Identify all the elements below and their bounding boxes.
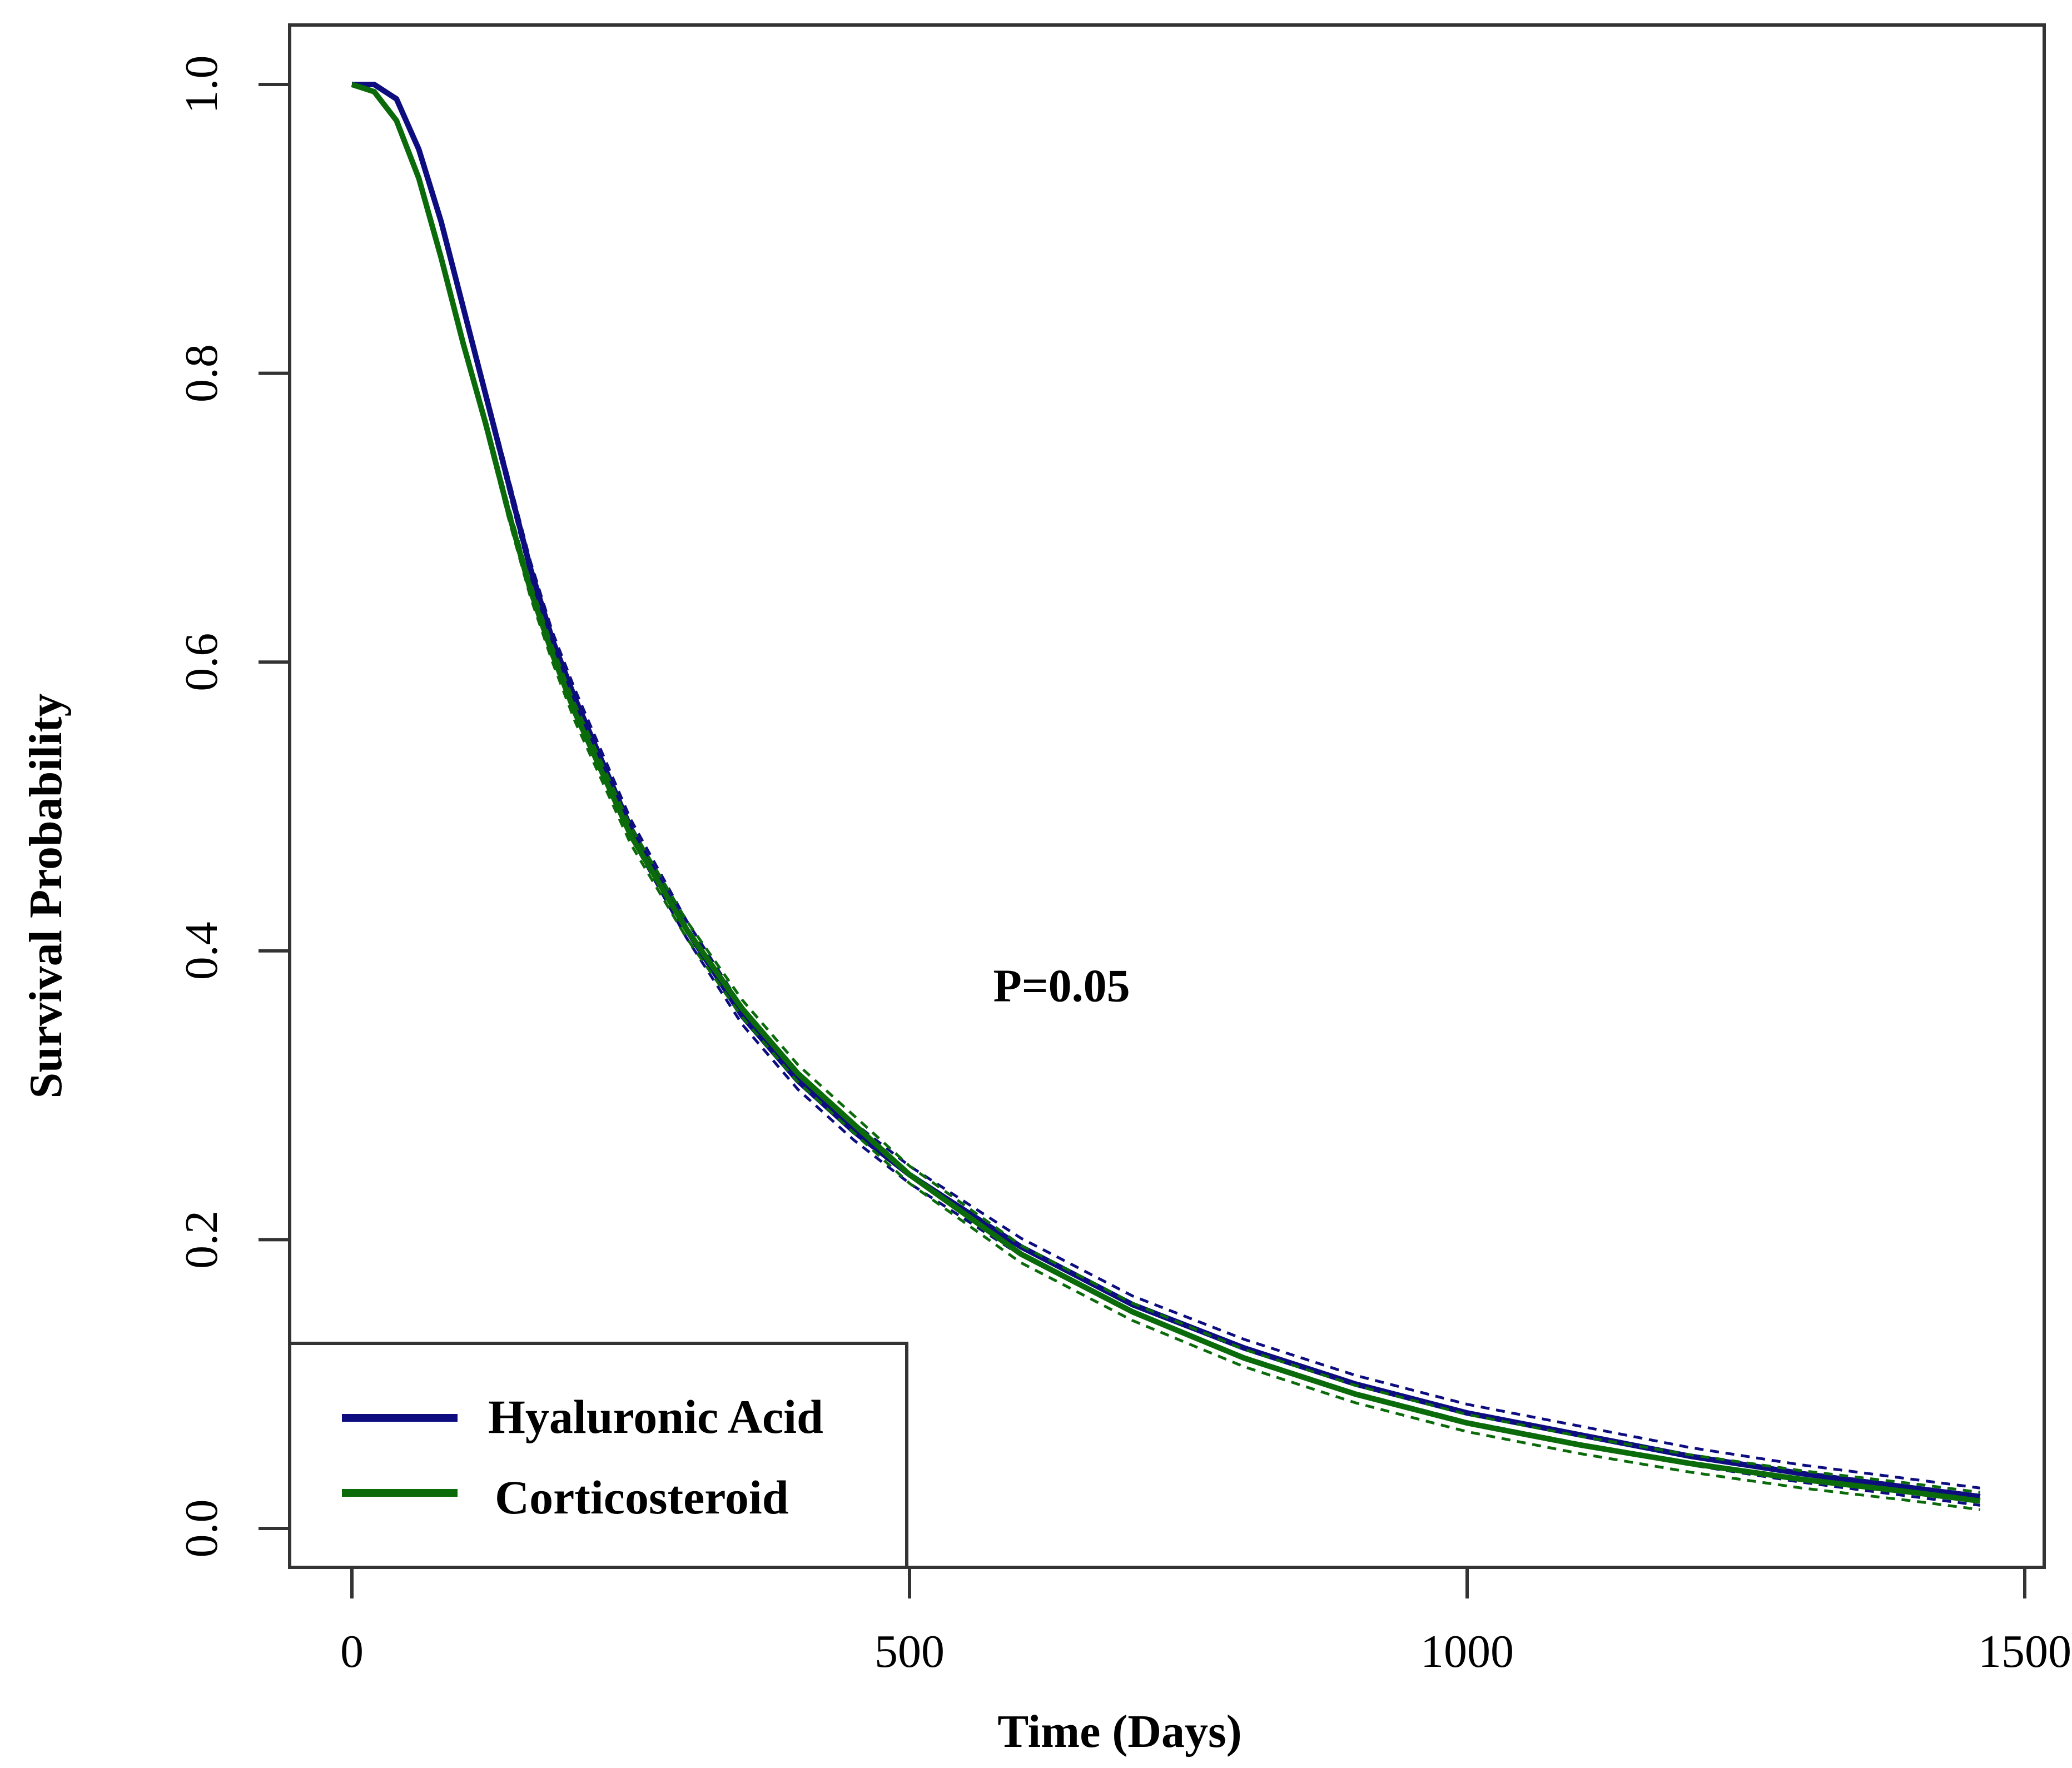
p-value-annotation: P=0.05: [993, 960, 1130, 1012]
y-axis: 0.0 0.2 0.4 0.6 0.8 1.0: [176, 56, 291, 1558]
x-tick-label: 0: [340, 1626, 364, 1677]
x-tick-label: 1000: [1420, 1626, 1514, 1677]
series-corticosteroid-line: [351, 82, 1981, 1504]
x-axis-title: Time (Days): [997, 1706, 1241, 1757]
legend: Hyaluronic Acid Corticosteroid: [288, 1342, 908, 1569]
y-tick-label: 1.0: [176, 56, 227, 114]
series-layer: [351, 82, 1981, 1511]
y-tick-label: 0.2: [176, 1211, 227, 1269]
legend-label-hyaluronic-acid: Hyaluronic Acid: [488, 1390, 823, 1443]
y-axis-title: Survival Probability: [20, 694, 72, 1099]
x-tick-label: 500: [874, 1626, 945, 1677]
series-corticosteroid-upper-band: [351, 83, 1981, 1494]
y-tick-label: 0.8: [176, 344, 227, 402]
x-tick-label: 1500: [1978, 1626, 2071, 1677]
y-tick-label: 0.0: [176, 1500, 227, 1558]
y-tick-label: 0.4: [176, 922, 227, 980]
legend-box: [288, 1342, 908, 1569]
legend-label-corticosteroid: Corticosteroid: [495, 1471, 789, 1524]
series-hyaluronic-acid-line: [352, 82, 1981, 1500]
y-tick-label: 0.6: [176, 633, 227, 691]
